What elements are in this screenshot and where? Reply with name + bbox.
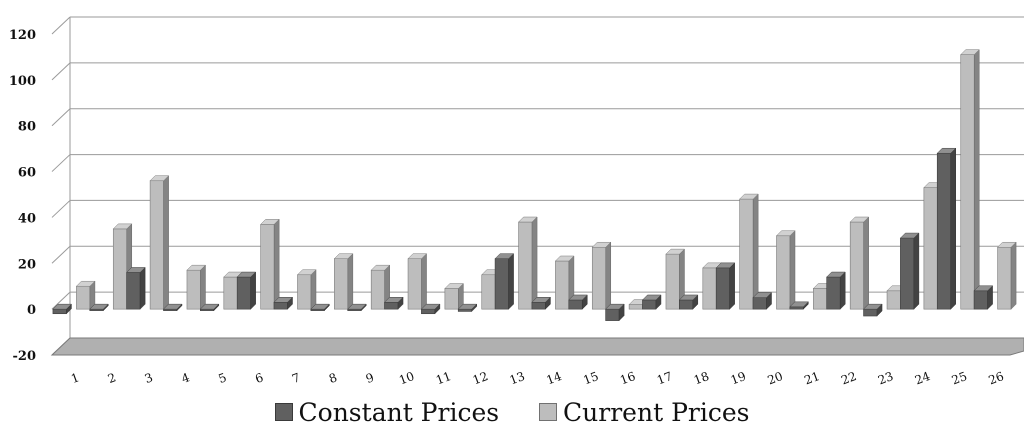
- legend-swatch-current-prices: [539, 402, 558, 421]
- x-tick-label: 9: [364, 370, 376, 386]
- bar-current-22: [849, 216, 870, 310]
- bar-constant-25: [936, 147, 957, 310]
- y-tick-label: 100: [9, 74, 36, 89]
- bar-constant-22: [826, 271, 846, 310]
- x-tick-label: 8: [327, 370, 339, 386]
- chart-bars: [52, 49, 1017, 322]
- x-tick-label: 24: [913, 369, 932, 388]
- x-tick-label: 21: [802, 369, 821, 387]
- bar-constant-9: [347, 303, 367, 312]
- x-tick-label: 13: [508, 369, 527, 387]
- x-tick-label: 12: [471, 369, 490, 387]
- x-tick-label: 26: [987, 369, 1006, 387]
- x-tick-label: 11: [434, 369, 453, 387]
- x-tick-label: 4: [180, 370, 192, 386]
- x-axis-ticks: 1 2 3 4 5 6 7 8 9 10 11 12 13 14 15 16 17 18 19 20 21 22 23 24 2…: [69, 369, 1006, 388]
- x-tick-label: 6: [253, 370, 265, 386]
- gridline-diagonal: [51, 245, 71, 264]
- legend-item-current-prices: Current Prices: [539, 398, 749, 427]
- bar-constant-20: [752, 292, 773, 310]
- legend-label-constant-prices: Constant Prices: [298, 398, 500, 427]
- x-tick-label: 18: [692, 369, 711, 387]
- x-tick-label: 14: [544, 369, 563, 388]
- x-tick-label: 7: [290, 370, 302, 386]
- bar-constant-16: [605, 303, 625, 322]
- bar-constant-12: [457, 303, 478, 313]
- bar-current-1: [75, 280, 96, 310]
- bar-constant-7: [273, 296, 294, 310]
- bar-constant-1: [52, 303, 73, 315]
- bar-constant-11: [420, 303, 441, 315]
- bar-constant-26: [973, 285, 994, 310]
- bar-current-7: [296, 269, 317, 310]
- gridline-diagonal: [51, 200, 71, 218]
- gridline-diagonal: [51, 62, 71, 81]
- bar-constant-18: [678, 294, 699, 310]
- y-tick-label: 80: [18, 120, 36, 135]
- gridline-diagonal: [51, 154, 71, 172]
- bar-constant-19: [715, 262, 736, 310]
- x-tick-label: 5: [216, 370, 228, 386]
- bar-current-9: [370, 264, 391, 310]
- bar-constant-6: [236, 271, 257, 310]
- bar-constant-23: [862, 303, 883, 317]
- y-tick-label: 120: [9, 28, 36, 43]
- gridline-diagonal: [51, 291, 71, 310]
- bar-constant-15: [568, 294, 588, 310]
- bar-constant-21: [789, 301, 809, 310]
- bar-current-8: [333, 253, 354, 310]
- x-tick-label: 25: [950, 369, 969, 387]
- y-tick-label: -20: [13, 349, 37, 364]
- bar-constant-3: [126, 266, 146, 310]
- bar-current-20: [775, 230, 796, 310]
- x-tick-label: 22: [839, 369, 858, 387]
- x-tick-label: 2: [106, 370, 118, 386]
- bar-constant-17: [641, 294, 662, 310]
- bar-current-4: [186, 264, 207, 310]
- x-tick-label: 19: [729, 369, 748, 387]
- bar-current-26: [996, 241, 1017, 310]
- bar-constant-24: [899, 232, 920, 310]
- bar-constant-10: [383, 296, 404, 310]
- bar-constant-13: [494, 253, 515, 310]
- bar-current-6: [260, 218, 280, 310]
- x-tick-label: 1: [69, 370, 81, 386]
- chart-gridlines: [50, 16, 1024, 356]
- bar-constant-8: [310, 303, 330, 312]
- bar-current-3: [149, 175, 170, 310]
- bar-constant-4: [162, 303, 183, 312]
- bar-current-25: [960, 49, 980, 310]
- bar-constant-2: [89, 303, 109, 312]
- chart-floor: [50, 337, 1024, 356]
- bar-constant-14: [531, 296, 552, 310]
- x-tick-label: 17: [655, 369, 674, 387]
- bar-current-11: [444, 282, 464, 310]
- bar-current-17: [665, 248, 686, 310]
- bar-current-13: [517, 216, 538, 310]
- y-tick-label: 0: [27, 303, 36, 318]
- bar-current-10: [407, 253, 428, 310]
- bar-current-19: [739, 193, 759, 310]
- gridline-diagonal: [51, 16, 71, 35]
- x-tick-label: 16: [618, 369, 637, 387]
- y-tick-label: 60: [18, 166, 36, 181]
- legend-swatch-constant-prices: [274, 402, 293, 421]
- y-axis-ticks: -20 0 20 40 60 80 100 120: [9, 28, 36, 364]
- legend-label-current-prices: Current Prices: [563, 398, 750, 427]
- legend-item-constant-prices: Constant Prices: [274, 398, 500, 427]
- y-tick-label: 40: [18, 211, 36, 226]
- gridline-diagonal: [51, 108, 71, 127]
- bar-current-15: [591, 241, 612, 310]
- chart-legend: Constant Prices Current Prices: [0, 398, 1024, 427]
- x-tick-label: 20: [766, 369, 785, 387]
- x-tick-label: 10: [397, 369, 416, 387]
- bar-constant-5: [199, 303, 220, 312]
- y-tick-label: 20: [18, 257, 36, 272]
- x-tick-label: 23: [876, 369, 895, 387]
- x-tick-label: 3: [143, 370, 155, 386]
- x-tick-label: 15: [581, 369, 600, 387]
